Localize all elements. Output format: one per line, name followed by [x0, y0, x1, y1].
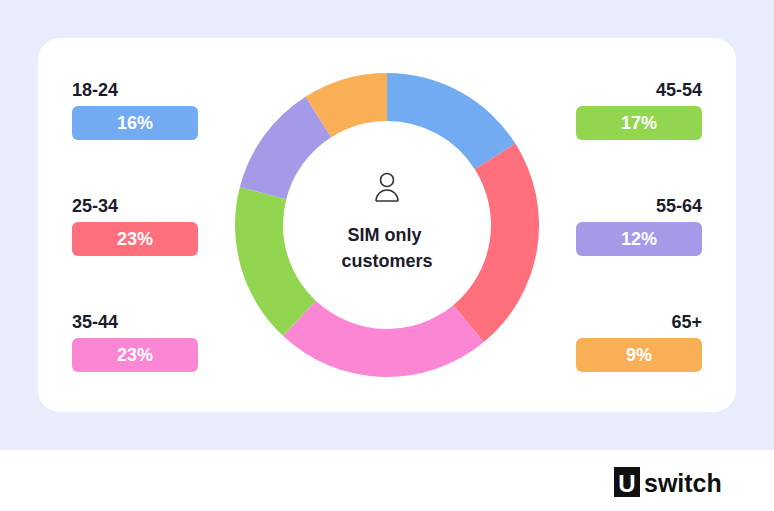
svg-text:SIM only: SIM only	[347, 225, 426, 245]
svg-text:U: U	[618, 470, 635, 497]
svg-text:9%: 9%	[626, 345, 652, 365]
svg-text:23%: 23%	[117, 345, 153, 365]
svg-text:18-24: 18-24	[72, 80, 118, 100]
svg-text:45-54: 45-54	[656, 80, 702, 100]
svg-text:23%: 23%	[117, 229, 153, 249]
svg-text:55-64: 55-64	[656, 196, 702, 216]
svg-text:25-34: 25-34	[72, 196, 118, 216]
svg-text:customers: customers	[341, 251, 432, 271]
svg-text:12%: 12%	[621, 229, 657, 249]
svg-text:16%: 16%	[117, 113, 153, 133]
svg-text:switch: switch	[644, 469, 722, 497]
svg-text:65+: 65+	[671, 312, 702, 332]
svg-text:35-44: 35-44	[72, 312, 118, 332]
svg-text:17%: 17%	[621, 113, 657, 133]
